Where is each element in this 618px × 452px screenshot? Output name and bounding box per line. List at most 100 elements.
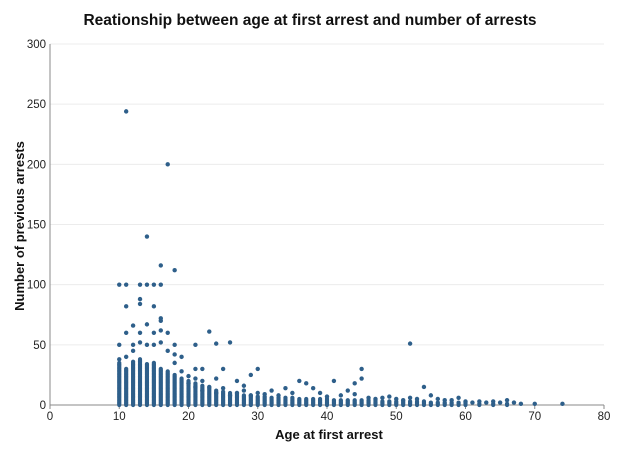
data-point: [158, 282, 163, 287]
data-point: [560, 401, 565, 406]
data-point: [269, 388, 274, 393]
data-point: [214, 341, 219, 346]
y-axis-label: Number of previous arrests: [12, 141, 27, 311]
data-point: [317, 390, 323, 396]
data-point: [269, 395, 274, 400]
data-point: [144, 282, 150, 287]
y-tick-label: 0: [40, 400, 46, 412]
data-point: [200, 366, 205, 372]
data-point: [408, 399, 413, 404]
data-point: [359, 376, 364, 381]
data-point: [262, 391, 267, 397]
data-point: [214, 390, 219, 396]
data-point: [449, 397, 454, 403]
data-point: [179, 376, 184, 381]
data-point: [435, 396, 440, 402]
data-point: [200, 388, 205, 393]
data-point: [200, 383, 205, 388]
data-point: [324, 394, 330, 399]
data-point: [421, 399, 427, 404]
data-point: [497, 400, 503, 405]
data-point: [151, 342, 157, 348]
data-point: [165, 369, 170, 374]
data-point: [428, 400, 433, 405]
data-point: [207, 384, 212, 390]
data-point: [151, 360, 156, 365]
data-point: [172, 360, 177, 366]
data-point: [345, 388, 350, 393]
data-point: [387, 394, 392, 399]
data-point: [311, 396, 316, 402]
data-point: [248, 393, 254, 398]
data-point: [137, 357, 143, 362]
data-point: [255, 394, 260, 399]
data-point: [144, 234, 150, 239]
data-points: [117, 109, 565, 408]
data-point: [366, 395, 371, 400]
data-point: [172, 342, 177, 348]
data-point: [123, 109, 129, 114]
gridlines: [50, 43, 604, 346]
data-point: [193, 376, 198, 381]
data-point: [151, 282, 157, 287]
x-tick-label: 30: [251, 411, 264, 423]
data-point: [331, 398, 337, 403]
data-point: [193, 366, 198, 372]
y-tick-label: 250: [27, 99, 46, 111]
data-point: [165, 330, 170, 335]
data-point: [144, 322, 150, 327]
data-point: [400, 397, 406, 403]
x-tick-label: 20: [182, 411, 195, 423]
data-point: [123, 304, 129, 309]
data-point: [297, 378, 302, 384]
axes: [49, 44, 605, 409]
data-point: [137, 282, 143, 287]
data-point: [407, 395, 413, 400]
data-point: [186, 381, 191, 386]
data-point: [255, 366, 260, 372]
data-point: [359, 366, 364, 372]
x-tick-label: 10: [113, 411, 126, 423]
data-point: [158, 340, 163, 345]
data-point: [338, 398, 343, 403]
x-tick-label: 80: [598, 411, 611, 423]
data-point: [193, 384, 198, 390]
data-point: [290, 395, 295, 400]
data-point: [463, 399, 468, 404]
data-point: [179, 369, 184, 374]
data-point: [428, 393, 434, 398]
data-point: [435, 400, 440, 405]
data-point: [290, 390, 295, 396]
data-point: [241, 388, 247, 393]
y-tick-label: 50: [33, 340, 46, 352]
data-point: [130, 323, 136, 328]
data-point: [345, 398, 350, 403]
data-point: [352, 391, 357, 397]
data-point: [352, 398, 357, 403]
data-point: [310, 385, 316, 391]
data-point: [130, 348, 136, 354]
tick-labels: 0 50 100 150 200 250 300 0 10 20 30 40 50 60 70 80: [27, 39, 611, 423]
data-point: [234, 390, 240, 396]
data-point: [137, 330, 143, 335]
data-point: [117, 357, 122, 362]
data-point: [172, 352, 177, 357]
data-point: [130, 342, 136, 348]
data-point: [504, 401, 510, 406]
x-tick-label: 50: [390, 411, 403, 423]
data-point: [359, 398, 364, 403]
data-point: [137, 296, 143, 302]
data-point: [151, 330, 157, 335]
data-point: [304, 396, 309, 402]
data-point: [151, 304, 157, 309]
data-point: [179, 354, 184, 360]
data-point: [158, 263, 163, 268]
data-point: [380, 395, 385, 400]
data-point: [442, 397, 447, 403]
x-tick-label: 40: [321, 411, 334, 423]
data-point: [158, 328, 163, 333]
data-point: [144, 361, 150, 367]
data-point: [421, 384, 427, 390]
data-point: [221, 389, 226, 394]
